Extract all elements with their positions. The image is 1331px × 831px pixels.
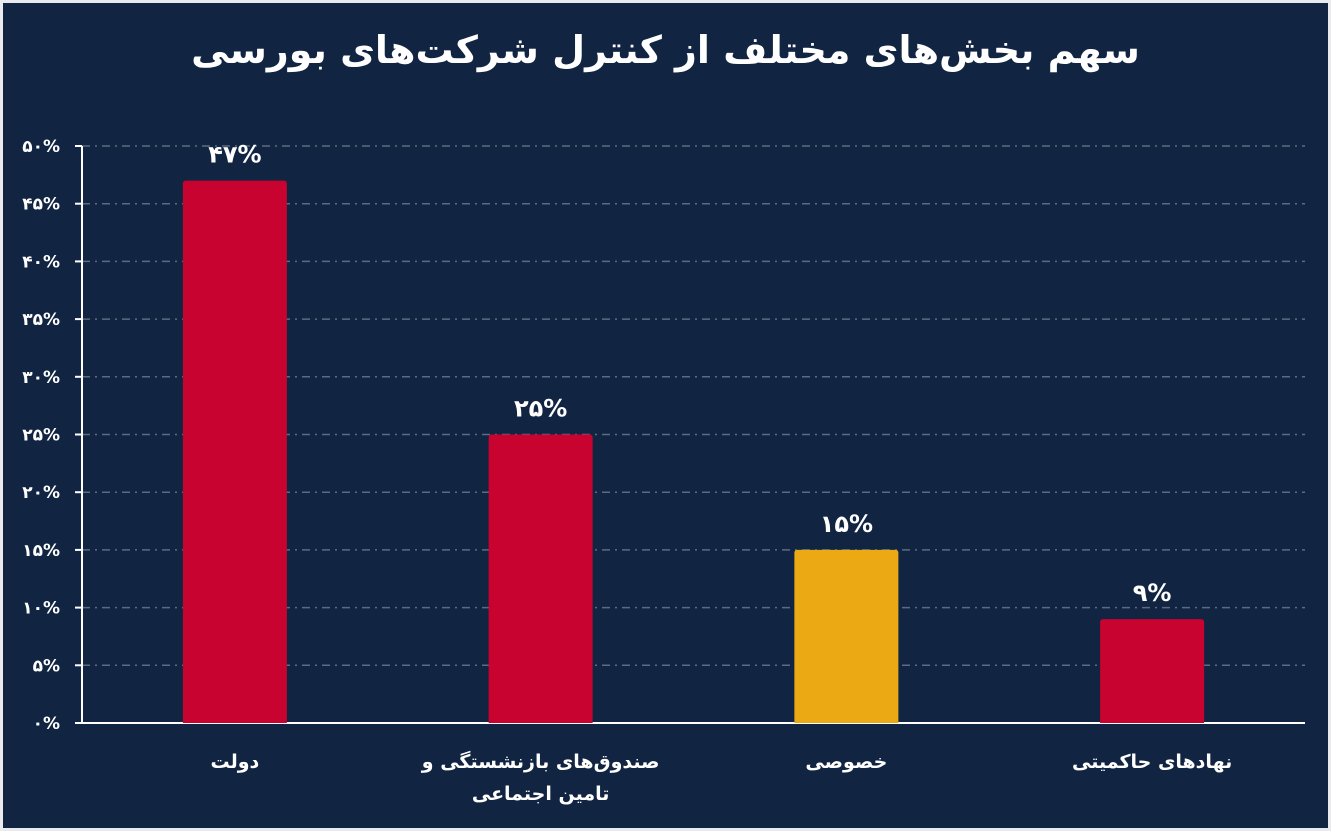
y-tick-label: ۵% (33, 656, 60, 676)
data-label: ۴۷% (208, 141, 261, 169)
y-tick-label: ۴۰% (22, 252, 60, 272)
x-category-label: نهادهای حاکمیتی (1072, 751, 1232, 773)
bar (1100, 619, 1205, 723)
x-category-label: دولت (210, 751, 259, 773)
bar (488, 434, 593, 723)
data-label: ۱۵% (820, 510, 873, 538)
y-tick-label: ۲۰% (22, 483, 60, 503)
data-label: ۲۵% (514, 395, 567, 423)
x-category-label: تامین اجتماعی (472, 783, 610, 805)
bar (794, 549, 899, 723)
y-tick-label: ۳۵% (22, 310, 60, 330)
y-tick-label: ۳۰% (22, 368, 60, 388)
y-tick-label: ۴۵% (22, 195, 60, 215)
y-tick-label: ۰% (33, 714, 60, 734)
x-category-label: خصوصی (805, 751, 887, 773)
y-tick-label: ۵۰% (22, 137, 60, 157)
data-label: ۹% (1133, 579, 1172, 607)
y-tick-label: ۱۵% (22, 541, 60, 561)
bar (182, 180, 287, 723)
y-tick-label: ۲۵% (22, 426, 60, 446)
x-category-label: صندوق‌های بازنشستگی و (421, 750, 660, 773)
chart-title: سهم بخش‌های مختلف از کنترل شرکت‌های بورس… (191, 28, 1140, 72)
y-tick-label: ۱۰% (22, 599, 60, 619)
